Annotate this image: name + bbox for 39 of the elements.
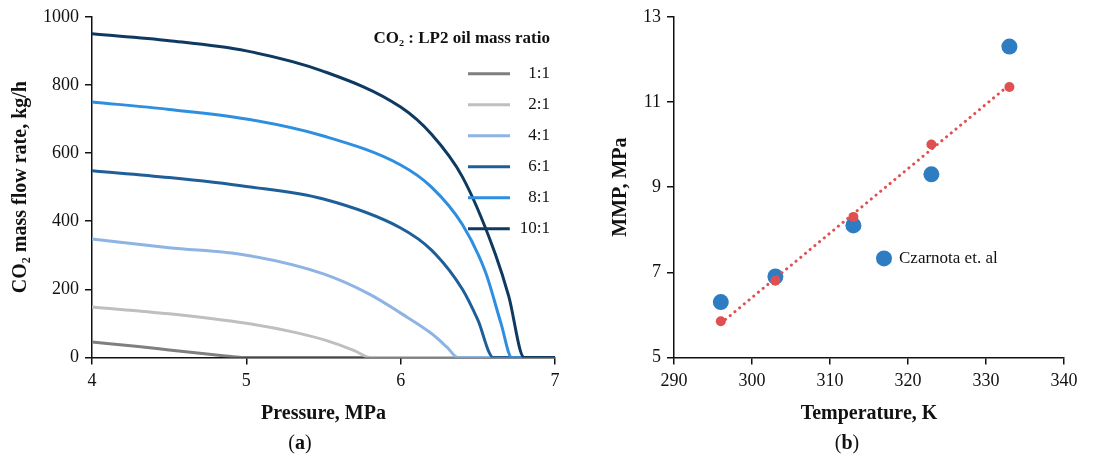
y-axis-title: CO₂ mass flow rate, kg/h bbox=[8, 81, 32, 294]
x-tick-label: 6 bbox=[396, 369, 406, 390]
y-axis-title: MMP, MPa bbox=[608, 137, 631, 237]
y-tick-label: 0 bbox=[70, 346, 79, 367]
y-tick-label: 11 bbox=[643, 90, 661, 111]
x-tick-label: 300 bbox=[738, 369, 766, 390]
x-tick-label: 7 bbox=[550, 369, 560, 390]
point bbox=[1004, 82, 1015, 93]
point bbox=[1001, 38, 1018, 55]
x-tick-label: 310 bbox=[816, 369, 844, 390]
legend-label: 4:1 bbox=[528, 125, 550, 145]
x-tick-label: 5 bbox=[241, 369, 251, 390]
legend-label: 10:1 bbox=[519, 218, 550, 238]
y-tick-label: 800 bbox=[52, 73, 79, 94]
legend-label: 1:1 bbox=[528, 63, 550, 83]
legend-label: 6:1 bbox=[528, 156, 550, 176]
x-axis-title: Temperature, K bbox=[800, 401, 938, 425]
legend-label: Czarnota et. al bbox=[899, 247, 998, 267]
legend-label: 2:1 bbox=[528, 94, 550, 114]
y-tick-label: 400 bbox=[52, 209, 79, 230]
point bbox=[923, 166, 940, 183]
x-tick-label: 330 bbox=[972, 369, 1000, 390]
y-tick-label: 9 bbox=[652, 175, 661, 196]
x-tick-label: 290 bbox=[660, 369, 688, 390]
x-tick-label: 4 bbox=[87, 369, 97, 390]
y-tick-label: 7 bbox=[652, 260, 661, 281]
y-tick-label: 5 bbox=[652, 346, 661, 367]
x-axis-title: Pressure, MPa bbox=[261, 401, 386, 424]
point bbox=[712, 294, 729, 311]
y-tick-label: 1000 bbox=[43, 5, 79, 26]
y-tick-label: 200 bbox=[52, 278, 79, 299]
x-tick-label: 340 bbox=[1050, 369, 1078, 390]
y-tick-label: 600 bbox=[52, 141, 79, 162]
x-tick-label: 320 bbox=[894, 369, 922, 390]
y-tick-label: 13 bbox=[643, 5, 661, 26]
text: (a) bbox=[288, 430, 312, 454]
legend-label: 8:1 bbox=[528, 187, 550, 207]
legend-title: CO₂ : LP2 oil mass ratio bbox=[373, 28, 550, 48]
text: (b) bbox=[834, 430, 860, 454]
